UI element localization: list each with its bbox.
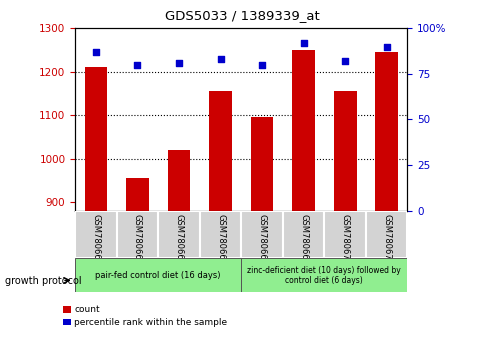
Text: GSM780668: GSM780668 [257,215,266,266]
Bar [167,150,190,211]
Point [341,58,348,64]
Text: growth protocol: growth protocol [5,276,81,286]
Text: GSM780667: GSM780667 [215,215,225,266]
Text: GSM780666: GSM780666 [174,215,183,266]
Bar [199,211,241,258]
Bar [126,178,149,211]
Bar [117,211,158,258]
Text: GSM780671: GSM780671 [381,215,390,266]
Bar [241,258,407,292]
Bar [375,52,397,211]
Bar [333,91,356,211]
Bar [250,117,273,211]
Point [92,49,100,55]
Bar [75,211,117,258]
Bar [84,67,107,211]
Text: GSM780664: GSM780664 [91,215,100,266]
Bar [324,211,365,258]
Bar [75,258,241,292]
Text: GDS5033 / 1389339_at: GDS5033 / 1389339_at [165,9,319,22]
Point [133,62,141,68]
Text: GSM780670: GSM780670 [340,215,349,266]
Point [382,44,390,49]
Bar [241,211,282,258]
Point [257,62,265,68]
Bar [291,50,314,211]
Bar [365,211,407,258]
Text: pair-fed control diet (16 days): pair-fed control diet (16 days) [95,271,221,280]
Point [299,40,307,46]
Text: GSM780669: GSM780669 [299,215,307,266]
Legend: count, percentile rank within the sample: count, percentile rank within the sample [62,306,227,327]
Text: zinc-deficient diet (10 days) followed by
control diet (6 days): zinc-deficient diet (10 days) followed b… [247,266,400,285]
Point [175,60,182,66]
Bar [158,211,199,258]
Point [216,57,224,62]
Bar [282,211,324,258]
Bar [209,91,231,211]
Text: GSM780665: GSM780665 [133,215,142,266]
